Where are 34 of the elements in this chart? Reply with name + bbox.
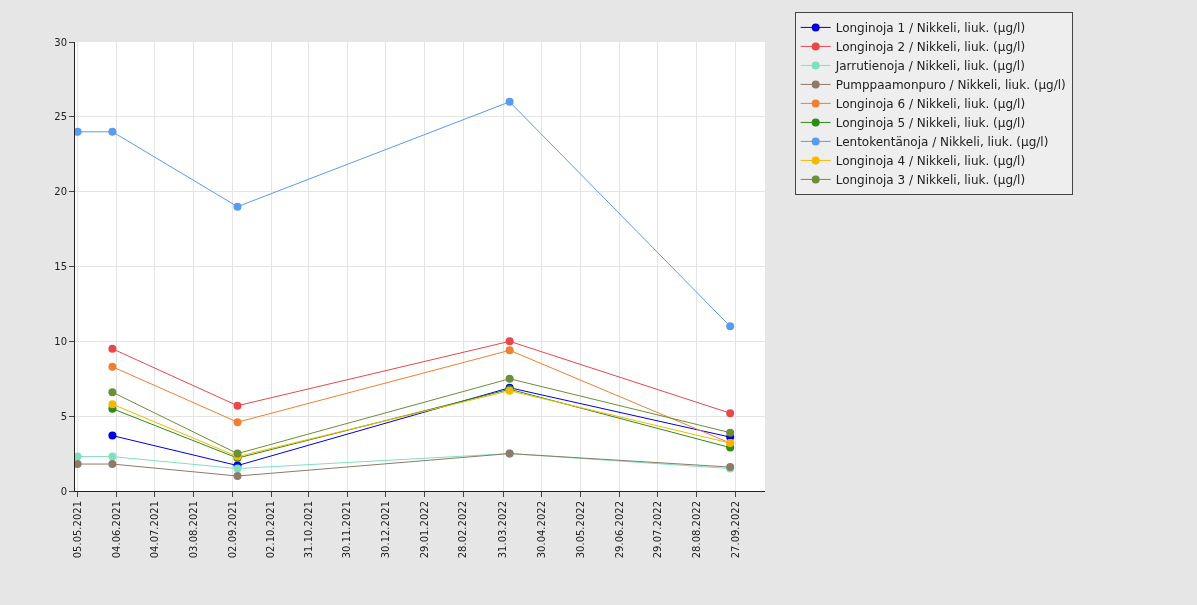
x-tick-label: 05.05.2021 bbox=[71, 501, 83, 559]
x-tick-label: 04.07.2021 bbox=[149, 501, 161, 559]
x-tick-label: 30.11.2021 bbox=[341, 501, 353, 559]
legend-label: Longinoja 3 / Nikkeli, liuk. (µg/l) bbox=[835, 173, 1026, 188]
x-tick-label: 02.10.2021 bbox=[265, 501, 277, 559]
x-tick-label: 31.10.2021 bbox=[302, 501, 314, 559]
y-tick-label: 0 bbox=[60, 485, 67, 497]
x-tick-label: 28.02.2022 bbox=[457, 501, 469, 559]
x-tick-label: 27.09.2022 bbox=[729, 501, 741, 559]
x-tick-label: 29.06.2022 bbox=[613, 501, 625, 559]
legend-label: Longinoja 2 / Nikkeli, liuk. (µg/l) bbox=[835, 40, 1026, 55]
legend-label: Longinoja 5 / Nikkeli, liuk. (µg/l) bbox=[835, 116, 1026, 131]
y-tick-label: 10 bbox=[54, 335, 67, 347]
x-tick-label: 30.12.2021 bbox=[380, 501, 392, 559]
x-tick-label: 29.07.2022 bbox=[652, 501, 664, 559]
x-tick-label: 02.09.2021 bbox=[226, 501, 238, 559]
legend-label: Lentokentänoja / Nikkeli, liuk. (µg/l) bbox=[835, 135, 1049, 150]
x-tick-label: 29.01.2022 bbox=[418, 501, 430, 559]
y-tick-label: 20 bbox=[54, 186, 67, 198]
x-tick-label: 30.04.2022 bbox=[536, 501, 548, 559]
legend-label: Longinoja 6 / Nikkeli, liuk. (µg/l) bbox=[835, 97, 1026, 112]
y-tick-label: 25 bbox=[54, 111, 67, 123]
y-tick-label: 30 bbox=[54, 36, 67, 48]
legend-label: Longinoja 1 / Nikkeli, liuk. (µg/l) bbox=[835, 21, 1026, 36]
legend-label: Longinoja 4 / Nikkeli, liuk. (µg/l) bbox=[835, 154, 1026, 169]
y-tick-label: 5 bbox=[60, 410, 67, 422]
x-tick-label: 04.06.2021 bbox=[110, 501, 122, 559]
x-tick-label: 03.08.2021 bbox=[187, 501, 199, 559]
legend-label: Pumppaamonpuro / Nikkeli, liuk. (µg/l) bbox=[835, 78, 1066, 93]
x-tick-label: 31.03.2022 bbox=[497, 501, 509, 559]
x-tick-label: 28.08.2022 bbox=[690, 501, 702, 559]
y-tick-label: 15 bbox=[54, 261, 67, 272]
legend-label: Jarrutienoja / Nikkeli, liuk. (µg/l) bbox=[834, 59, 1025, 74]
x-tick-label: 30.05.2022 bbox=[574, 501, 586, 559]
